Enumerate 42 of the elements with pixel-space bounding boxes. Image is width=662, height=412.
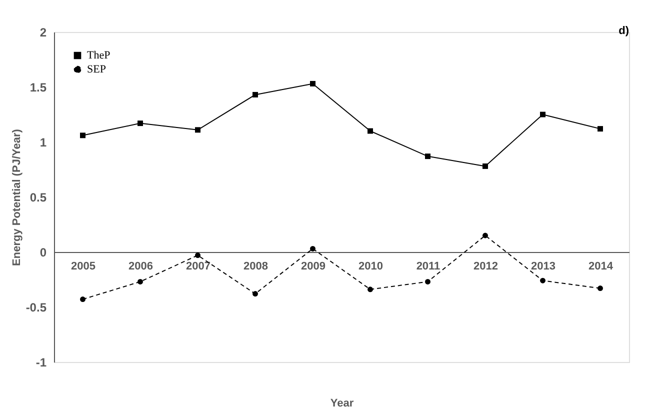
point [482,232,488,238]
point [138,120,143,126]
point [195,127,200,133]
point [598,126,603,132]
legend-label: TheP [87,50,110,62]
y-tick-label: 0.5 [30,190,47,204]
point [80,132,86,138]
point [425,154,430,160]
x-tick-label: 2014 [588,260,614,272]
legend-label: SEP [87,64,106,76]
point [80,296,86,302]
point [598,286,603,292]
x-tick-label: 2012 [474,260,498,272]
x-tick-label: 2009 [301,260,326,272]
point [195,252,200,258]
point [252,92,258,98]
y-tick-label: 1 [40,136,47,150]
chart-title: d) [618,25,630,37]
x-axis-title: Year [330,398,354,410]
x-tick-label: 2008 [244,260,268,272]
y-tick-label: 2 [40,26,47,40]
x-tick-label: 2007 [186,260,210,272]
y-axis-title: Energy Potential (PJ/Year) [10,128,23,266]
x-tick-label: 2010 [358,260,383,272]
x-tick-label: 2013 [531,260,556,272]
point [310,80,316,86]
point [425,278,430,284]
point [482,163,488,169]
x-tick-label: 2005 [71,260,96,272]
point [540,112,546,118]
point [138,278,143,284]
point [540,278,546,284]
y-tick-label: 1.5 [30,80,47,94]
x-tick-label: 2006 [128,260,153,272]
y-tick-label: -1 [36,356,47,370]
point [368,128,373,134]
x-tick-label: 2011 [416,260,440,272]
point [310,246,316,252]
point [368,286,373,292]
y-tick-label: 0 [40,246,47,260]
y-tick-label: -0.5 [26,300,47,314]
point [252,291,258,297]
